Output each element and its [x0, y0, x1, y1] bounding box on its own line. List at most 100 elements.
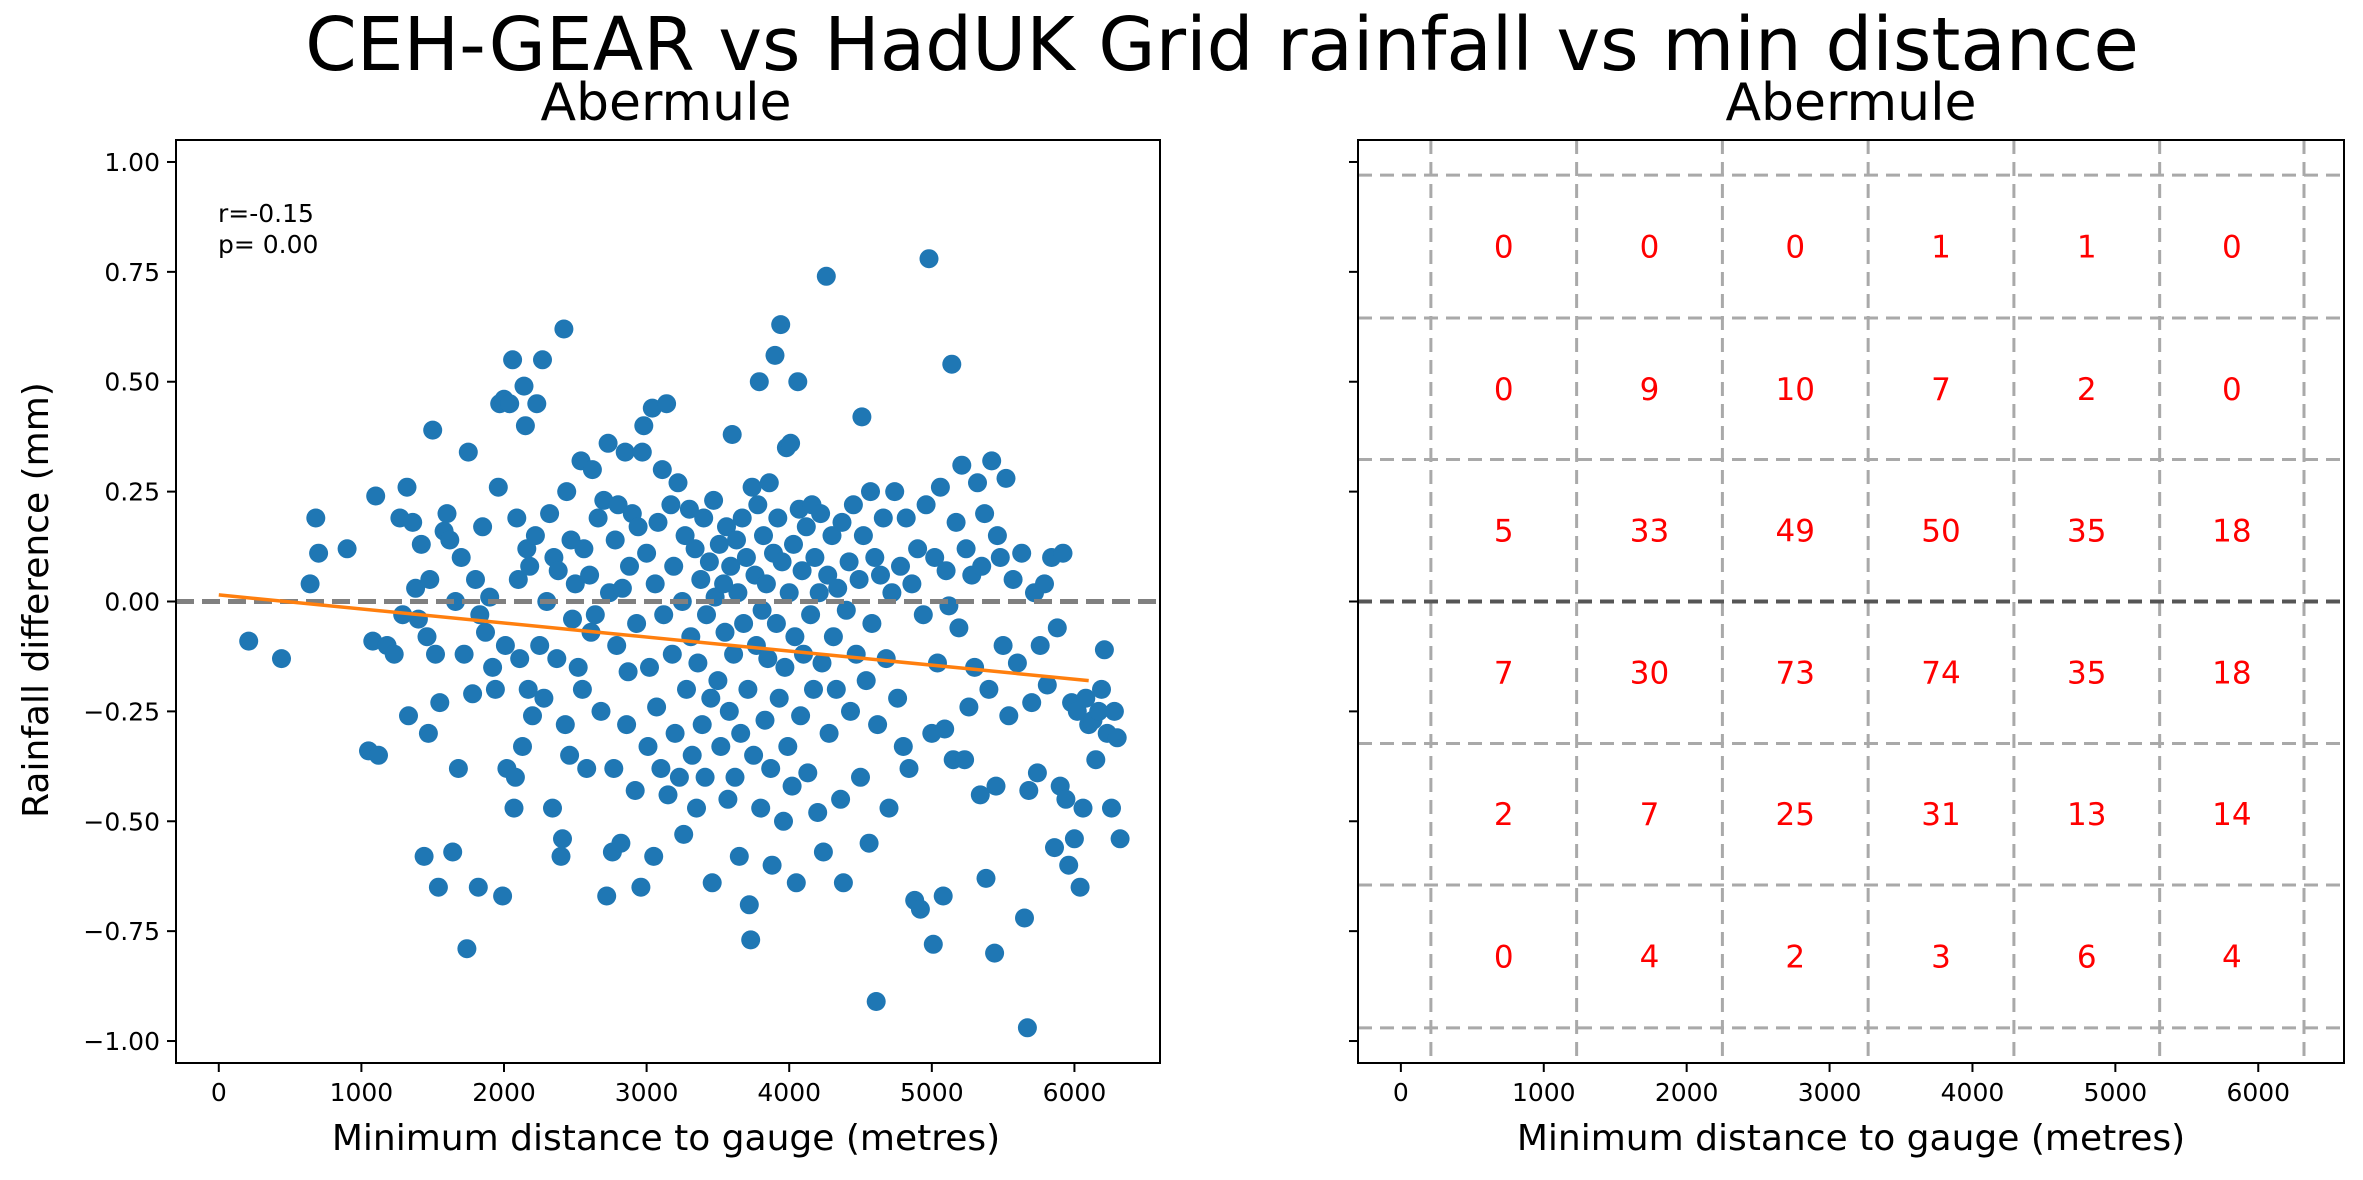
- data-point: [899, 759, 919, 778]
- data-point: [454, 644, 474, 664]
- data-point: [861, 482, 880, 502]
- data-point: [588, 508, 608, 528]
- count-label: 2: [1785, 939, 1805, 975]
- data-point: [788, 372, 808, 392]
- data-point: [916, 495, 936, 515]
- count-label: 0: [2222, 372, 2242, 408]
- data-point: [826, 679, 846, 699]
- data-point: [1076, 688, 1096, 708]
- count-label: 6: [2077, 939, 2097, 975]
- data-point: [530, 636, 550, 655]
- count-label: 73: [1776, 655, 1815, 691]
- count-label: 3: [1931, 939, 1951, 975]
- data-point: [819, 723, 839, 743]
- data-point: [925, 548, 945, 567]
- grid-xtick-label: 6000: [2226, 1078, 2290, 1107]
- data-point: [930, 477, 950, 497]
- grid-xtick-label: 2000: [1655, 1078, 1719, 1107]
- annotation-r: r=-0.15: [218, 199, 314, 228]
- data-point: [458, 442, 478, 462]
- data-point: [547, 649, 567, 669]
- data-point: [648, 512, 668, 532]
- suptitle: CEH-GEAR vs HadUK Grid rainfall vs min d…: [305, 2, 2139, 88]
- data-point: [669, 767, 689, 787]
- data-point: [893, 737, 913, 756]
- data-point: [741, 930, 761, 950]
- count-label: 0: [1494, 939, 1514, 975]
- data-point: [721, 556, 741, 576]
- data-point: [702, 873, 722, 893]
- data-point: [446, 592, 465, 611]
- count-label: 5: [1494, 514, 1514, 550]
- data-point: [742, 477, 762, 497]
- data-point: [919, 249, 939, 269]
- scatter-panel: Abermule 0 1000 2000 3000 4000 5000 6000 1.00 0.…: [16, 73, 1161, 1159]
- data-point: [553, 829, 572, 849]
- data-point: [617, 715, 637, 735]
- data-point: [568, 657, 588, 677]
- data-point: [418, 723, 438, 743]
- data-point: [1070, 877, 1090, 897]
- data-point: [752, 600, 772, 620]
- grid-title: Abermule: [1725, 73, 1976, 133]
- data-point: [272, 649, 291, 669]
- data-point: [632, 442, 652, 462]
- data-point: [627, 614, 647, 633]
- data-point: [618, 662, 638, 682]
- data-point: [637, 543, 657, 563]
- scatter-xtick-label: 4000: [757, 1078, 821, 1107]
- data-point: [520, 556, 540, 576]
- count-label: 30: [1630, 655, 1669, 691]
- data-point: [525, 526, 545, 546]
- data-point: [908, 539, 928, 559]
- data-point: [736, 548, 756, 567]
- data-point: [727, 530, 746, 550]
- data-point: [1104, 701, 1124, 721]
- data-point: [514, 376, 534, 396]
- data-point: [306, 508, 326, 528]
- data-point: [719, 701, 739, 721]
- scatter-title: Abermule: [540, 73, 791, 133]
- data-point: [423, 420, 443, 440]
- data-point: [784, 534, 803, 554]
- data-point: [758, 649, 778, 669]
- data-point: [1089, 701, 1109, 721]
- data-point: [615, 442, 635, 462]
- data-point: [942, 354, 962, 374]
- data-point: [968, 473, 987, 493]
- data-point: [661, 495, 681, 515]
- data-point: [426, 644, 445, 664]
- data-point: [1027, 763, 1047, 783]
- data-point: [411, 534, 431, 554]
- data-point: [786, 873, 806, 893]
- data-point: [979, 679, 999, 699]
- data-point: [1035, 574, 1054, 594]
- data-point: [744, 745, 764, 765]
- data-point: [397, 477, 417, 497]
- count-label: 35: [2067, 655, 2106, 691]
- data-point: [728, 583, 748, 603]
- data-point: [518, 679, 538, 699]
- data-point: [665, 723, 685, 743]
- data-point: [709, 534, 729, 554]
- data-point: [913, 605, 933, 625]
- data-point: [608, 495, 628, 515]
- data-point: [644, 846, 664, 866]
- data-point: [832, 512, 852, 532]
- data-point: [651, 759, 671, 778]
- data-point: [620, 556, 639, 576]
- data-point: [811, 504, 831, 524]
- data-point: [503, 350, 523, 370]
- data-point: [704, 490, 724, 510]
- data-point: [468, 877, 488, 897]
- count-label: 25: [1776, 797, 1815, 833]
- data-point: [1037, 675, 1057, 695]
- data-point: [965, 657, 985, 677]
- scatter-xtick-label: 0: [211, 1078, 227, 1107]
- data-point: [574, 539, 594, 559]
- count-grid-panel: Abermule 0 0 0 1 1 00 9 10 7 2 05 33 49 50 35 187 30 73 74…: [1349, 73, 2345, 1159]
- data-point: [551, 846, 571, 866]
- data-point: [839, 552, 859, 572]
- count-label: 9: [1640, 372, 1660, 408]
- count-label: 2: [1494, 797, 1514, 833]
